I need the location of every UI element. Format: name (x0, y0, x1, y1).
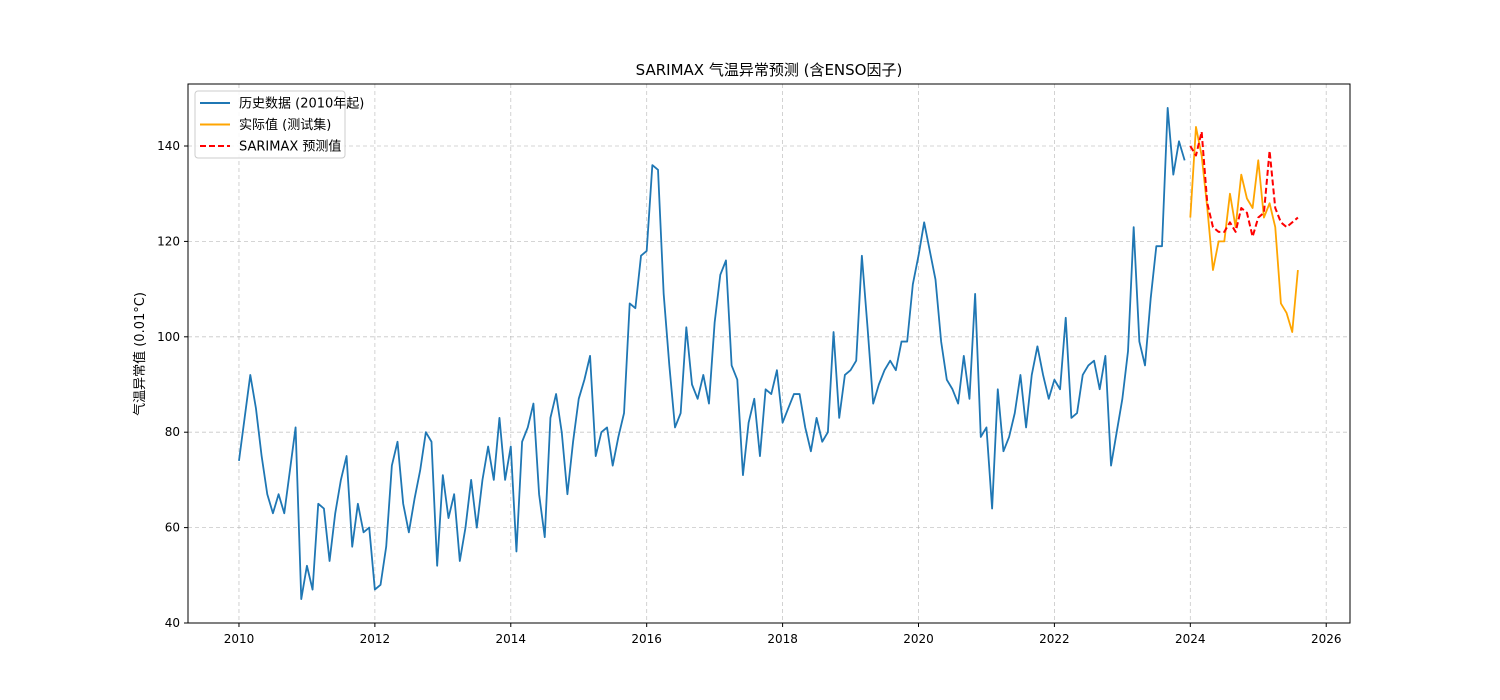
x-tick-label: 2010 (224, 632, 255, 646)
y-tick-label: 80 (165, 425, 180, 439)
plot-frame (187, 83, 1351, 624)
y-tick-label: 140 (157, 139, 180, 153)
y-tick-label: 40 (165, 616, 180, 630)
axis-layer: 2010 2012 2014 2016 2018 2020 2022 2024 2026 40 60… (157, 139, 1341, 646)
y-tick-label: 100 (157, 330, 180, 344)
series-line-2 (1189, 126, 1299, 333)
x-tick-label: 2016 (631, 632, 662, 646)
x-tick-label: 2026 (1311, 632, 1342, 646)
legend-label: SARIMAX 预测值 (239, 139, 341, 155)
y-tick-label: 60 (165, 521, 180, 535)
x-tick-label: 2018 (767, 632, 798, 646)
x-tick-label: 2014 (496, 632, 527, 646)
series-line-1 (238, 106, 1186, 601)
chart-title: SARIMAX 气温异常预测 (含ENSO因子) (636, 61, 903, 79)
legend-label: 实际值 (测试集) (239, 117, 331, 133)
y-axis-label: 气温异常值 (0.01°C) (132, 292, 148, 416)
x-tick-label: 2024 (1175, 632, 1206, 646)
legend-box (194, 90, 346, 159)
x-tick-label: 2022 (1039, 632, 1070, 646)
legend-label: 历史数据 (2010年起) (239, 97, 364, 112)
legend: 历史数据 (2010年起) 实际值 (测试集) SARIMAX 预测值 (194, 90, 364, 159)
series-layer (238, 106, 1299, 601)
x-tick-label: 2020 (903, 632, 934, 646)
x-tick-label: 2012 (360, 632, 391, 646)
y-tick-label: 120 (157, 234, 180, 248)
series-line-3 (1189, 130, 1299, 238)
